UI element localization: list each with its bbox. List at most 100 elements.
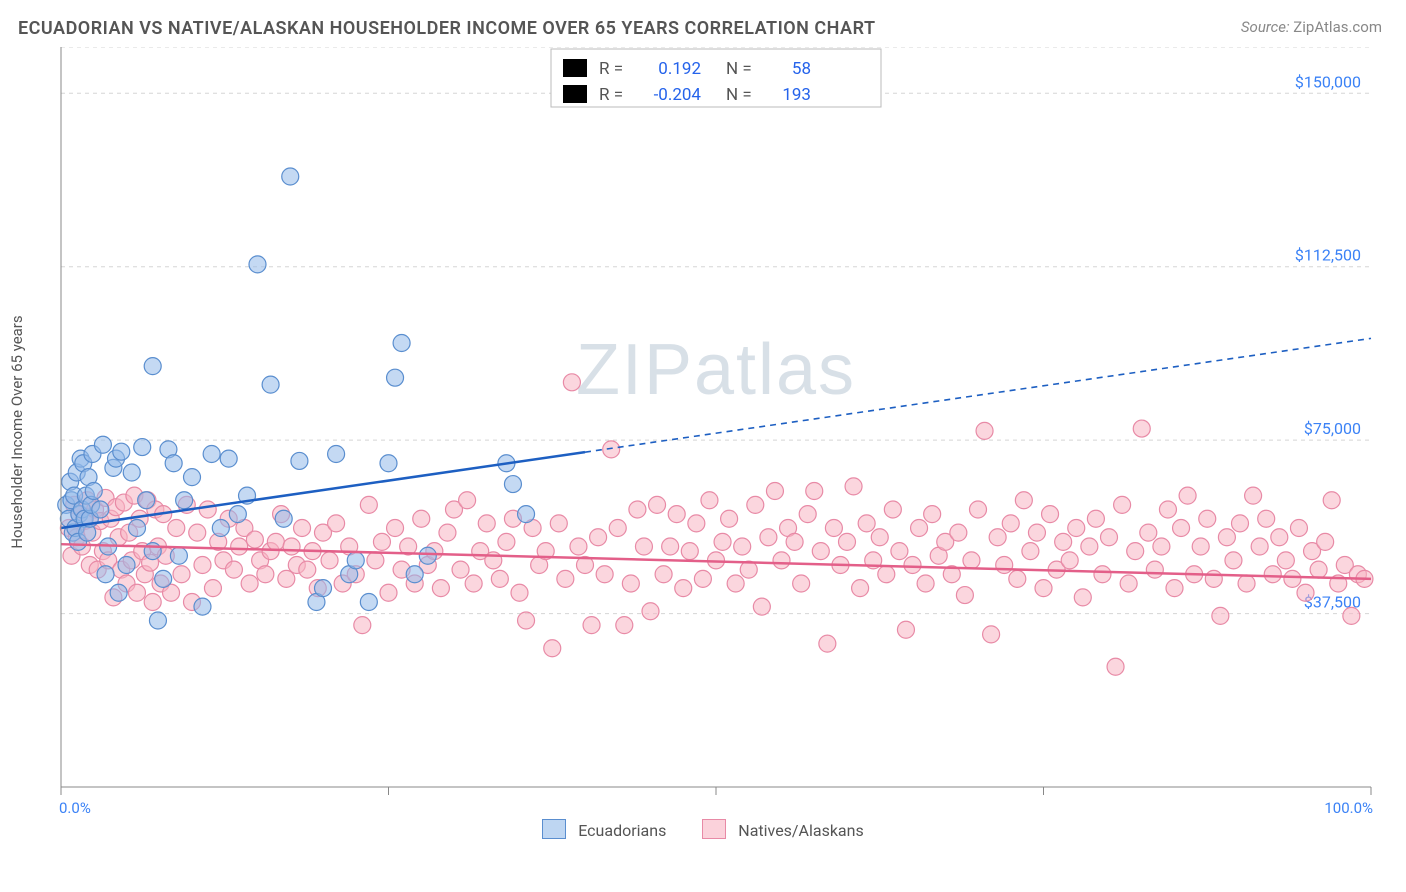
data-point-pink [1343,607,1360,624]
data-point-pink [321,552,338,569]
data-point-pink [1127,543,1144,560]
data-point-blue [85,483,102,500]
data-point-pink [1225,552,1242,569]
data-point-pink [491,570,508,587]
data-point-pink [897,621,914,638]
data-point-pink [194,557,211,574]
data-point-pink [452,561,469,578]
data-point-pink [1297,584,1314,601]
data-point-pink [681,543,698,560]
data-point-blue [518,506,535,523]
data-point-pink [1035,580,1052,597]
legend-r-value: 0.192 [658,59,701,79]
data-point-blue [387,369,404,386]
legend-item-natives: Natives/Alaskans [702,819,863,840]
data-point-pink [721,510,738,527]
data-point-pink [1015,492,1032,509]
data-point-pink [806,483,823,500]
data-point-pink [1310,561,1327,578]
data-point-pink [257,566,274,583]
data-point-pink [819,635,836,652]
data-point-blue [144,358,161,375]
data-point-pink [799,506,816,523]
data-point-pink [727,575,744,592]
data-point-pink [204,580,221,597]
data-point-blue [360,594,377,611]
data-point-pink [413,510,430,527]
data-point-blue [282,168,299,185]
data-point-pink [544,640,561,657]
data-point-pink [380,584,397,601]
data-point-blue [504,476,521,493]
data-point-pink [294,520,311,537]
data-point-pink [1081,538,1098,555]
data-point-pink [1042,506,1059,523]
source-label: Source: [1241,18,1290,36]
data-point-blue [170,547,187,564]
data-point-pink [511,584,528,601]
data-point-pink [786,533,803,550]
legend-n-value: 193 [782,85,811,105]
data-point-pink [1264,566,1281,583]
data-point-pink [753,598,770,615]
data-point-blue [328,446,345,463]
legend-n-value: 58 [792,59,811,79]
data-point-pink [989,529,1006,546]
source-value: ZipAtlas.com [1293,18,1382,36]
data-point-pink [267,533,284,550]
data-point-blue [229,506,246,523]
data-point-pink [1205,570,1222,587]
data-point-pink [1114,496,1131,513]
legend-r-label: R = [599,85,623,105]
data-point-pink [852,580,869,597]
data-point-pink [793,575,810,592]
data-point-pink [766,483,783,500]
data-point-blue [291,452,308,469]
data-point-pink [1271,529,1288,546]
data-point-pink [1022,543,1039,560]
data-point-pink [432,580,449,597]
chart-title: ECUADORIAN VS NATIVE/ALASKAN HOUSEHOLDER… [18,18,876,39]
data-point-blue [419,547,436,564]
data-point-pink [354,617,371,634]
legend-label-natives: Natives/Alaskans [738,821,863,840]
data-point-blue [315,580,332,597]
data-point-pink [1146,561,1163,578]
data-point-blue [149,612,166,629]
data-point-pink [668,506,685,523]
data-point-pink [1179,487,1196,504]
y-tick-label: $75,000 [1304,419,1361,438]
data-point-pink [246,531,263,548]
data-point-blue [123,464,140,481]
data-point-pink [278,570,295,587]
swatch-pink-icon [702,819,726,839]
data-point-pink [694,570,711,587]
data-point-pink [173,566,190,583]
data-point-pink [1317,533,1334,550]
data-point-pink [225,561,242,578]
data-point-pink [1028,524,1045,541]
data-point-pink [858,515,875,532]
data-point-pink [1068,520,1085,537]
data-point-pink [950,524,967,541]
data-point-pink [1140,524,1157,541]
data-point-pink [199,501,216,518]
data-point-pink [609,520,626,537]
data-point-pink [241,575,258,592]
data-point-pink [1277,552,1294,569]
data-point-pink [1087,510,1104,527]
data-point-pink [128,584,145,601]
data-point-pink [976,422,993,439]
data-point-pink [563,374,580,391]
data-point-pink [662,538,679,555]
data-point-pink [373,533,390,550]
data-point-blue [184,469,201,486]
data-point-pink [1101,529,1118,546]
data-point-blue [118,557,135,574]
data-point-pink [439,524,456,541]
data-point-pink [590,529,607,546]
data-point-pink [1061,552,1078,569]
data-point-pink [387,520,404,537]
data-point-pink [701,492,718,509]
data-point-pink [655,566,672,583]
